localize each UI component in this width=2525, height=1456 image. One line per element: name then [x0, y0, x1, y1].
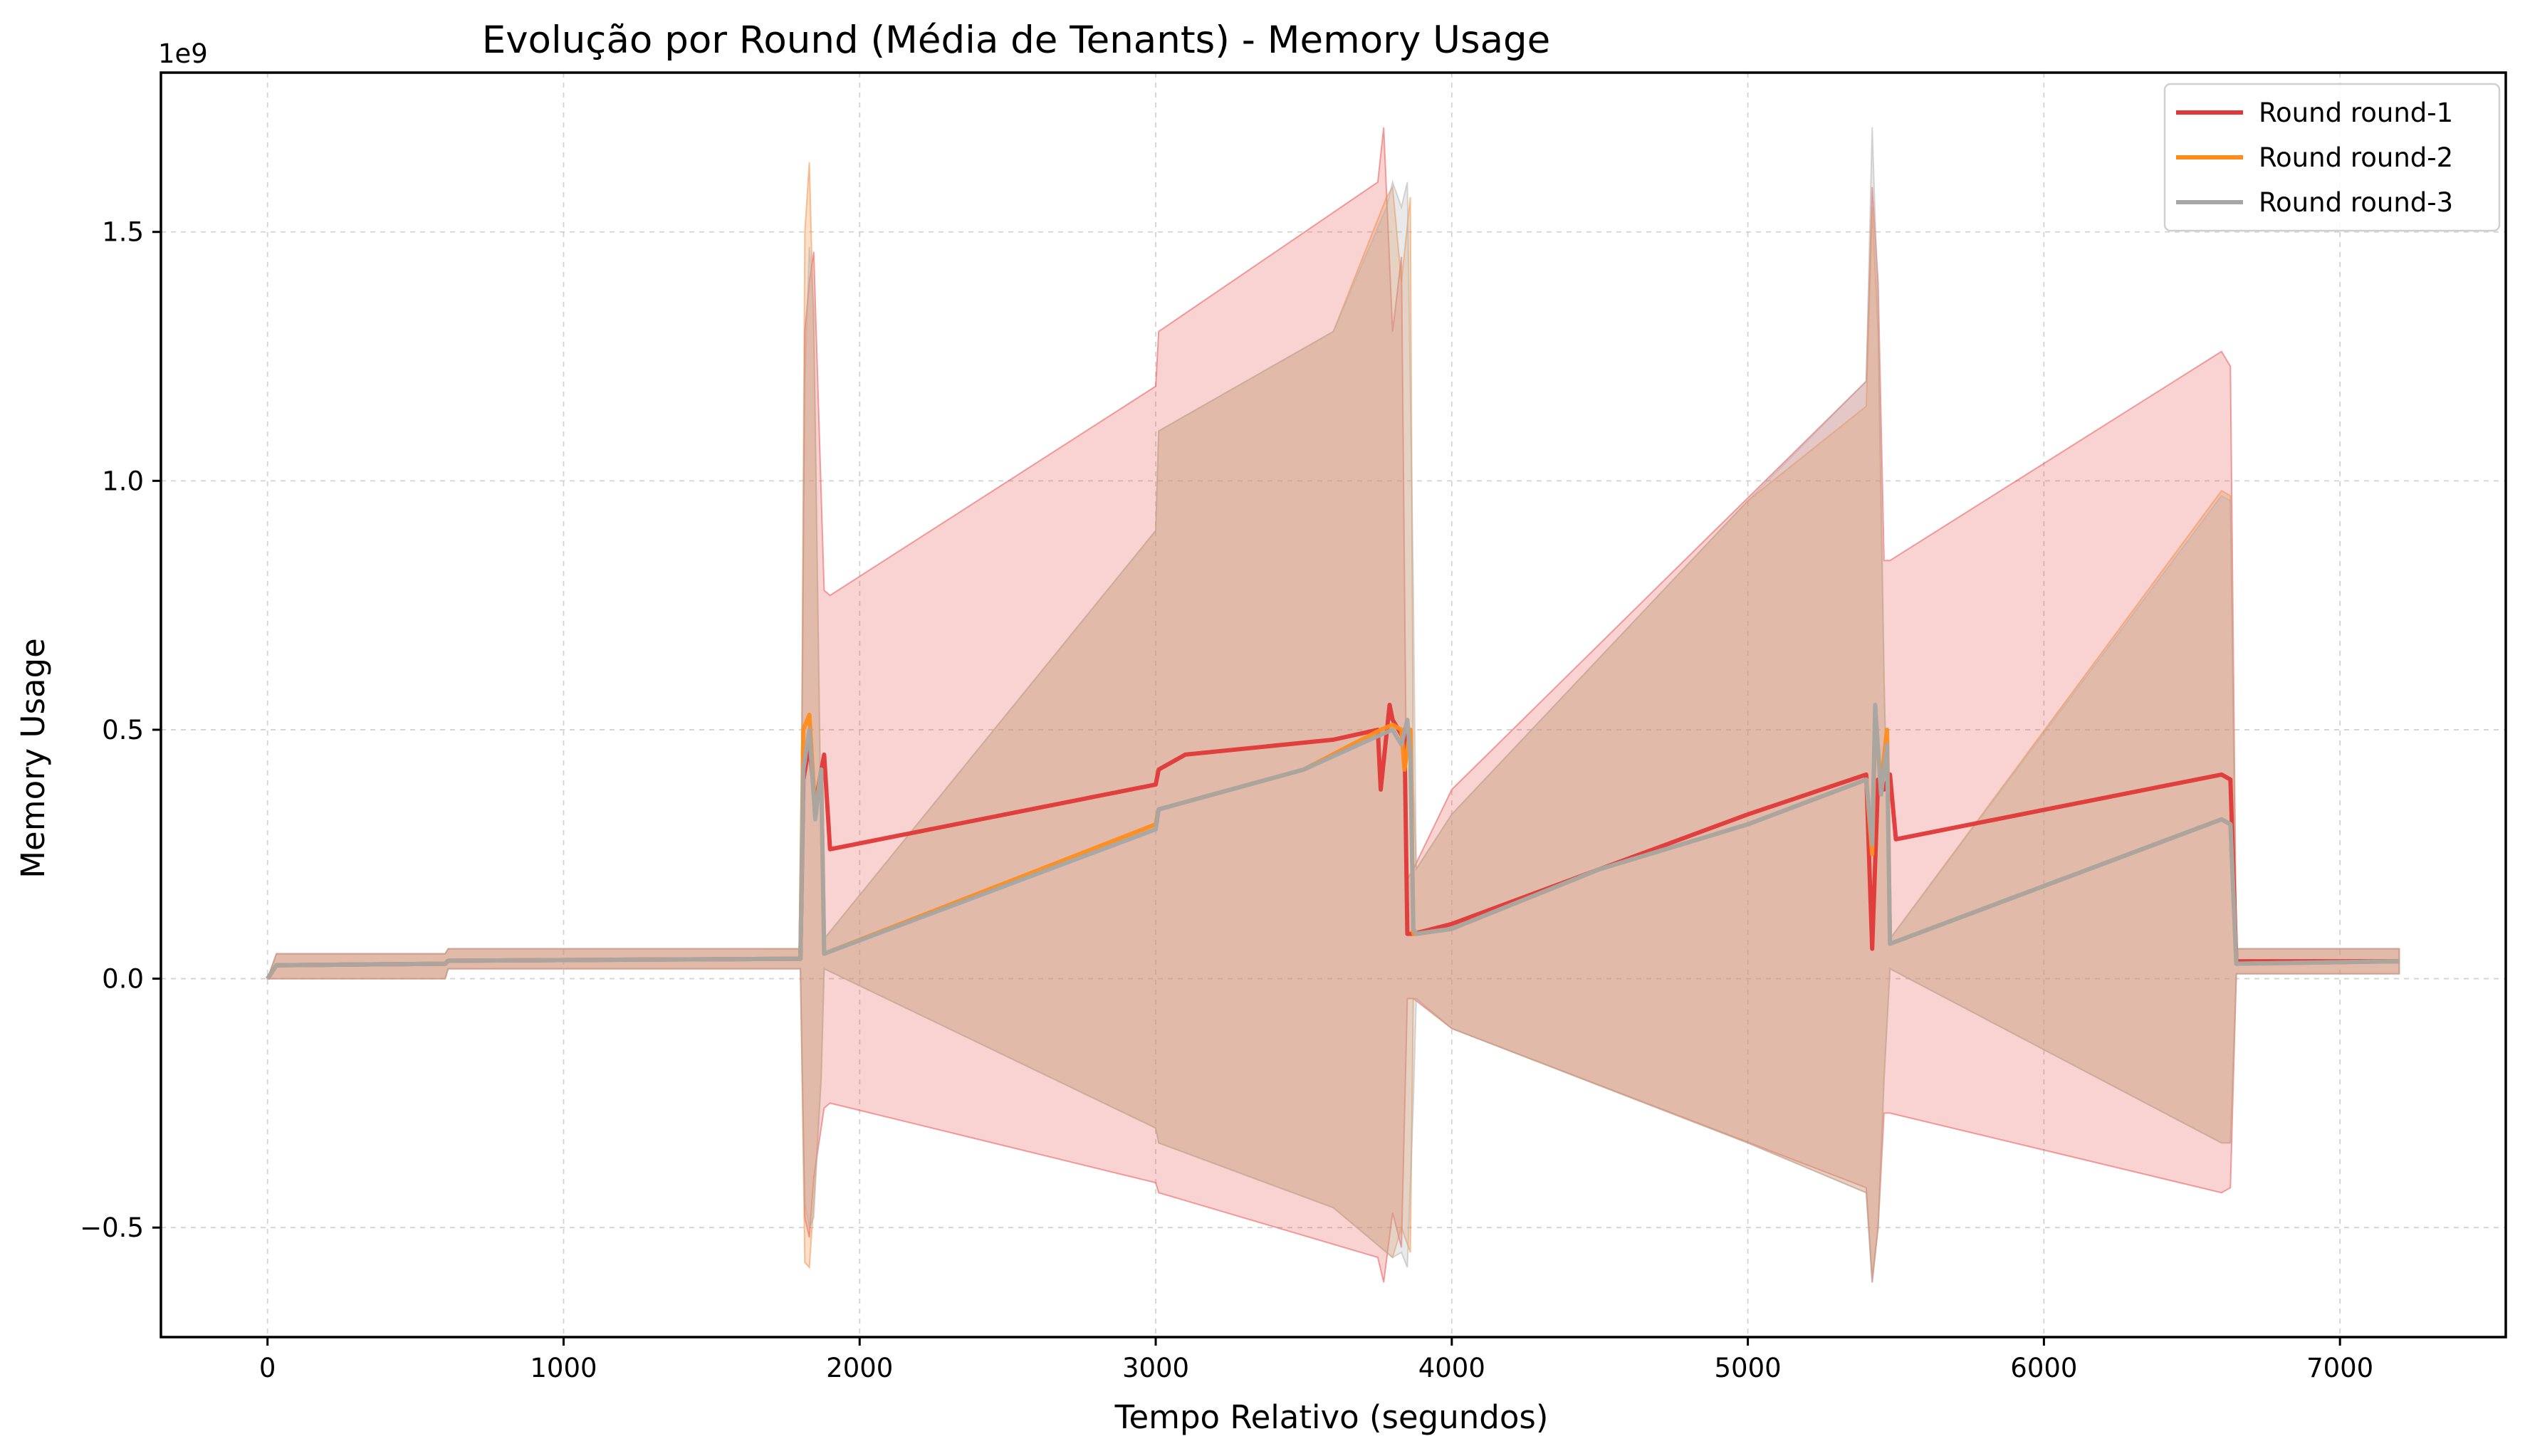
y-tick-label: 1.5 — [102, 217, 144, 248]
legend-label-round-1: Round round-1 — [2259, 98, 2453, 128]
x-axis-label: Tempo Relativo (segundos) — [1114, 1398, 1549, 1436]
legend-label-round-2: Round round-2 — [2259, 142, 2453, 173]
x-tick-label: 2000 — [826, 1353, 893, 1383]
legend-box — [2163, 83, 2501, 232]
grid — [161, 73, 2506, 1337]
y-tick-label: −0.5 — [80, 1213, 144, 1243]
x-tick-label: 1000 — [530, 1353, 597, 1383]
x-tick-label: 0 — [259, 1353, 276, 1383]
y-tick-label: 1.0 — [102, 466, 144, 496]
line-round-round-3 — [266, 703, 2400, 980]
series-lines — [266, 703, 2400, 980]
y-tick-label: 0.0 — [102, 964, 144, 995]
legend: Round round-1 Round round-2 Round round-… — [2163, 83, 2501, 232]
axis-ticks: 0 1000 2000 3000 4000 5000 6000 7000 −0.5 0.0 0.5 1… — [80, 217, 2373, 1383]
plot-frame — [160, 71, 2507, 1339]
y-axis-offset-label: 1e9 — [158, 38, 208, 69]
y-tick-label: 0.5 — [102, 715, 144, 745]
legend-label-round-3: Round round-3 — [2259, 187, 2453, 218]
chart-title: Evolução por Round (Média de Tenants) - … — [482, 19, 1551, 62]
x-tick-label: 5000 — [1715, 1353, 1782, 1383]
y-axis-label: Memory Usage — [14, 638, 52, 879]
x-tick-label: 3000 — [1122, 1353, 1189, 1383]
confidence-bands — [266, 127, 2400, 1283]
x-tick-label: 7000 — [2306, 1353, 2373, 1383]
x-tick-label: 4000 — [1418, 1353, 1485, 1383]
x-tick-label: 6000 — [2010, 1353, 2077, 1383]
